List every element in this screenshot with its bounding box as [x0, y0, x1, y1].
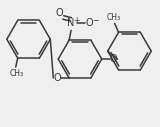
Text: CH₃: CH₃ — [107, 13, 121, 22]
Text: O: O — [55, 7, 63, 18]
Text: N: N — [67, 18, 75, 28]
Text: O: O — [53, 73, 61, 83]
Text: CH₃: CH₃ — [10, 69, 24, 78]
Text: O: O — [85, 18, 93, 28]
Text: O: O — [110, 54, 117, 64]
Text: +: + — [73, 16, 79, 25]
Text: −: − — [92, 16, 98, 25]
